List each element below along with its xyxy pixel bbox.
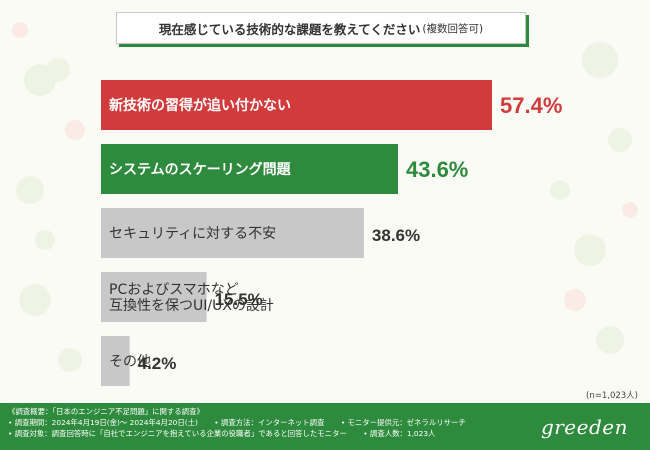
category-label-2-0: セキュリティに対する不安 xyxy=(109,226,276,242)
chart-title-main: 現在感じている技術的な課題を教えてください xyxy=(158,21,421,37)
floral-background xyxy=(12,22,638,372)
category-label-4-0: その他 xyxy=(109,354,151,370)
footer-provider: • モニター提供元：ゼネラルリサーチ xyxy=(340,418,466,427)
sample-size-note: (n=1,023人) xyxy=(586,391,638,401)
footer-count: • 調査人数：1,023人 xyxy=(363,429,436,438)
value-label-4: 4.2% xyxy=(138,354,177,373)
footer-survey-info: 《調査概要：「日本のエンジニア不足問題」に関する調査》 • 調査期間：2024年… xyxy=(0,403,650,450)
bar-chart: 新技術の習得が追い付かない 57.4% システムのスケーリング問題 43.6% セキュリ… xyxy=(101,80,562,386)
bar-2 xyxy=(101,208,364,258)
category-label-0-0: 新技術の習得が追い付かない xyxy=(109,97,291,114)
category-label-3-1: 互換性を保つUI/UXの設計 xyxy=(109,298,274,314)
category-label-3-0: PCおよびスマホなど xyxy=(109,282,239,298)
footer-period: • 調査期間：2024年4月19日(金)～ 2024年4月20日(土) xyxy=(8,418,198,427)
footer-method: • 調査方法：インターネット調査 xyxy=(214,418,325,427)
chart-title: 現在感じている技術的な課題を教えてください (複数回答可) xyxy=(116,12,526,44)
chart-title-sub: (複数回答可) xyxy=(422,22,484,35)
value-label-2: 38.6% xyxy=(372,226,420,245)
greeden-logo: greeden xyxy=(540,415,628,439)
bar-1 xyxy=(101,144,398,194)
footer-line-1: 《調査概要：「日本のエンジニア不足問題」に関する調査》 xyxy=(8,407,204,416)
value-label-0: 57.4% xyxy=(500,93,562,118)
category-label-1-0: システムのスケーリング問題 xyxy=(109,161,292,178)
bar-4 xyxy=(101,336,130,386)
value-label-3: 15.5% xyxy=(215,290,263,309)
footer-line-3: • 調査対象：調査回答時に「自社でエンジニアを抱えている企業の役職者」であると回… xyxy=(8,429,449,439)
footer-target: • 調査対象：調査回答時に「自社でエンジニアを抱えている企業の役職者」であると回… xyxy=(8,429,347,438)
footer-line-2: • 調査期間：2024年4月19日(金)～ 2024年4月20日(土) • 調査… xyxy=(8,418,480,428)
bar-3 xyxy=(101,272,207,322)
value-label-1: 43.6% xyxy=(406,157,468,182)
bar-0 xyxy=(101,80,492,130)
